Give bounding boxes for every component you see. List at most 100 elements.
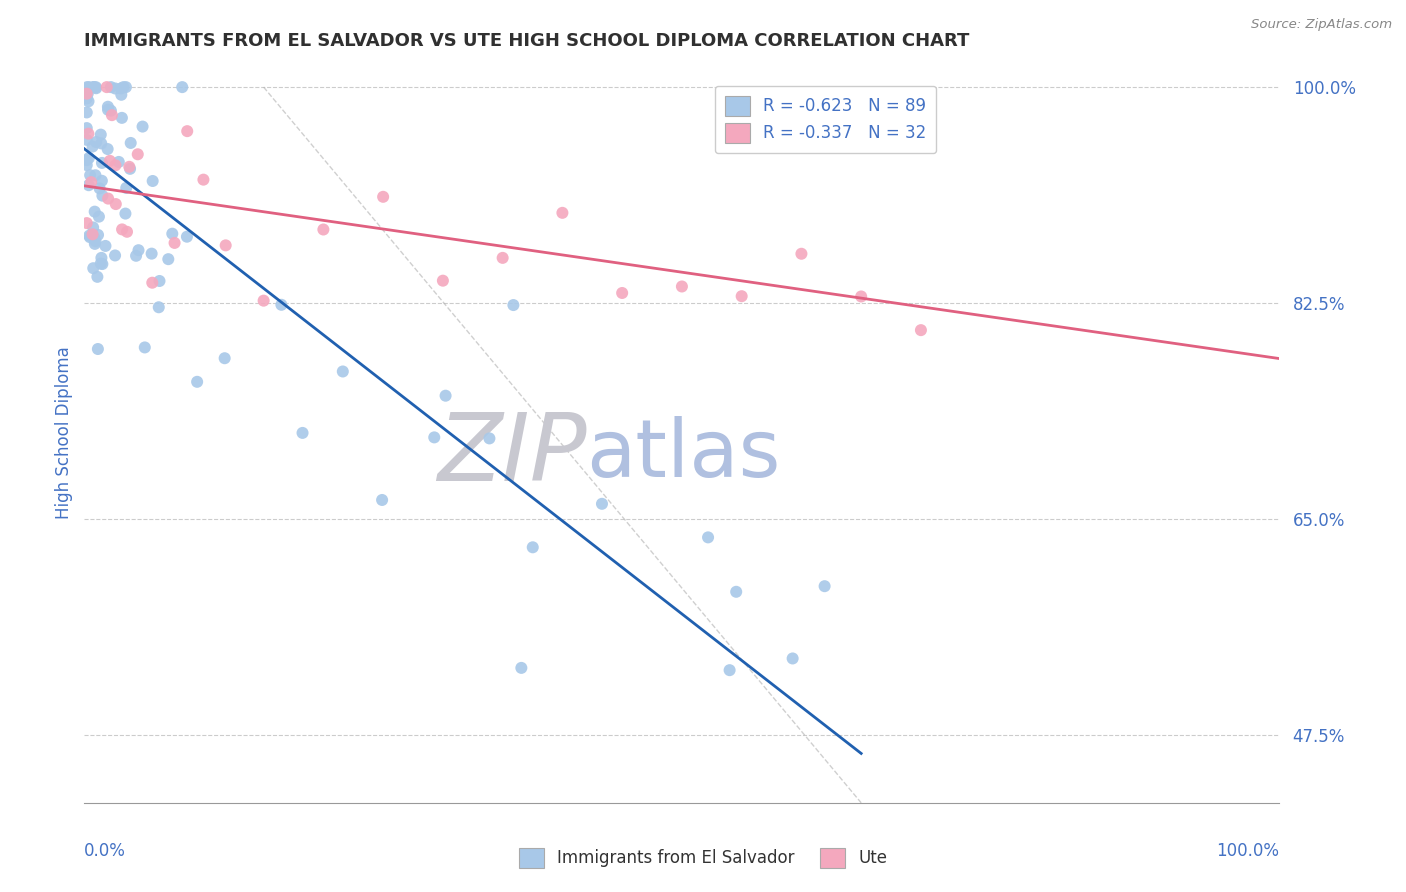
Point [118,160,141,174]
Point [76,87,98,101]
Y-axis label: High School Diploma: High School Diploma [55,346,73,519]
Point [82,80,104,95]
Point [97,192,120,206]
Point [90,251,112,265]
Point [104,248,127,262]
Point [104,81,127,95]
Point [101,108,124,122]
Point [96,80,118,95]
Point [172,80,194,95]
Point [253,293,276,308]
Point [84,234,107,248]
Text: ZIP: ZIP [437,409,586,500]
Point [114,206,136,220]
Point [76,133,98,147]
Legend: R = -0.623   N = 89, R = -0.337   N = 32: R = -0.623 N = 89, R = -0.337 N = 32 [714,86,936,153]
Point [87,342,110,356]
Point [76,91,98,105]
Point [186,375,208,389]
Point [104,197,127,211]
Text: 100.0%: 100.0% [1216,842,1279,860]
Point [502,298,524,312]
Point [97,103,120,117]
Point [731,289,754,303]
Point [83,230,105,244]
Point [89,181,111,195]
Text: atlas: atlas [586,416,780,494]
Point [107,155,129,169]
Point [87,227,110,242]
Point [148,274,170,288]
Point [120,136,142,150]
Point [83,236,105,251]
Point [115,181,138,195]
Point [371,493,394,508]
Point [148,300,170,314]
Point [100,103,122,118]
Point [84,135,107,149]
Point [725,584,748,599]
Point [90,174,112,188]
Point [90,128,112,142]
Point [270,298,292,312]
Point [94,239,117,253]
Point [193,172,215,186]
Point [127,147,149,161]
Point [612,285,634,300]
Point [90,256,112,270]
Point [332,364,354,378]
Point [84,168,107,182]
Point [671,279,693,293]
Point [110,81,132,95]
Point [141,246,163,260]
Point [434,389,457,403]
Point [97,142,120,156]
Point [125,249,148,263]
Point [163,235,186,250]
Point [91,188,114,202]
Point [157,252,180,267]
Point [141,276,163,290]
Point [100,80,122,95]
Point [77,80,100,95]
Point [910,323,932,337]
Point [76,80,98,95]
Point [851,289,873,303]
Legend: Immigrants from El Salvador, Ute: Immigrants from El Salvador, Ute [512,841,894,875]
Point [86,269,108,284]
Text: 0.0%: 0.0% [84,842,127,860]
Point [82,220,104,235]
Point [87,210,110,224]
Point [111,222,134,236]
Point [77,178,100,193]
Point [80,175,103,189]
Text: IMMIGRANTS FROM EL SALVADOR VS UTE HIGH SCHOOL DIPLOMA CORRELATION CHART: IMMIGRANTS FROM EL SALVADOR VS UTE HIGH … [84,32,970,50]
Point [76,216,98,230]
Point [291,425,314,440]
Point [782,651,804,665]
Point [478,431,501,445]
Point [432,274,454,288]
Point [76,121,98,136]
Point [162,227,184,241]
Point [790,246,813,260]
Point [82,139,104,153]
Point [492,251,515,265]
Point [214,351,236,366]
Point [423,430,446,444]
Point [110,87,132,102]
Point [591,497,613,511]
Point [77,151,100,165]
Point [111,111,134,125]
Point [76,87,98,101]
Point [84,80,107,95]
Point [813,579,835,593]
Point [76,158,98,172]
Point [312,222,335,236]
Point [91,257,114,271]
Point [77,127,100,141]
Point [115,80,138,95]
Point [718,663,741,677]
Point [90,136,112,151]
Point [697,530,720,544]
